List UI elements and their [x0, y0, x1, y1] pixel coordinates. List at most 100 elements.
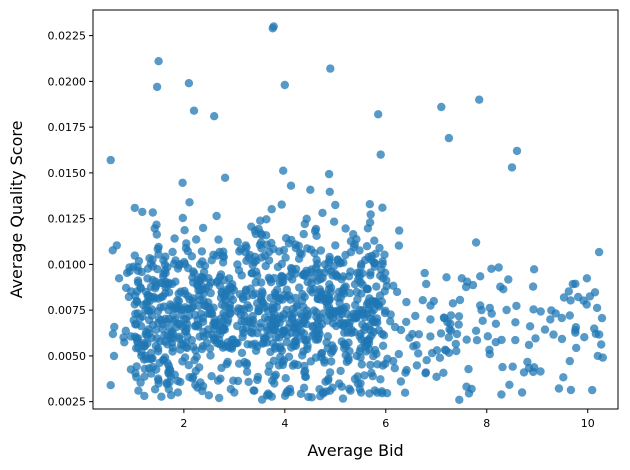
scatter-point — [282, 305, 291, 315]
scatter-point — [180, 315, 189, 324]
scatter-point — [254, 224, 263, 234]
scatter-point — [540, 325, 550, 334]
scatter-point — [375, 291, 385, 300]
scatter-point — [302, 266, 311, 275]
scatter-point — [276, 352, 285, 362]
scatter-point — [164, 288, 174, 297]
scatter-point — [418, 296, 427, 305]
scatter-point — [365, 200, 374, 209]
scatter-point — [264, 367, 273, 376]
scatter-point — [241, 248, 250, 257]
scatter-point — [327, 357, 336, 366]
scatter-point — [411, 311, 420, 321]
scatter-point — [295, 283, 304, 292]
scatter-point — [169, 317, 178, 326]
scatter-point — [140, 391, 149, 401]
scatter-point — [178, 213, 187, 223]
scatter-point — [163, 340, 172, 349]
scatter-point — [422, 279, 431, 289]
scatter-point — [593, 351, 602, 361]
y-tick-label: 0.0050 — [48, 350, 87, 363]
scatter-point — [140, 364, 149, 373]
scatter-point — [288, 312, 297, 321]
scatter-point — [485, 350, 494, 359]
scatter-point — [320, 268, 329, 277]
scatter-point — [121, 283, 131, 292]
scatter-point — [134, 386, 143, 395]
scatter-point — [571, 328, 580, 337]
scatter-point — [394, 349, 403, 359]
scatter-point — [291, 324, 300, 333]
scatter-point — [239, 305, 249, 314]
scatter-point — [184, 361, 193, 370]
scatter-point — [281, 374, 290, 383]
scatter-point — [421, 368, 431, 377]
scatter-point — [597, 340, 606, 349]
scatter-point — [223, 357, 232, 367]
scatter-point — [159, 355, 168, 365]
scatter-point — [317, 289, 326, 299]
scatter-point — [370, 236, 379, 245]
scatter-point — [242, 360, 251, 370]
scatter-point — [471, 326, 481, 335]
scatter-point — [150, 385, 160, 394]
scatter-point — [392, 287, 402, 297]
scatter-point — [566, 385, 576, 395]
scatter-point — [557, 313, 566, 323]
scatter-point — [279, 166, 288, 175]
scatter-point — [159, 272, 168, 281]
y-tick-label: 0.0075 — [48, 304, 87, 317]
scatter-point — [168, 247, 177, 257]
scatter-point — [378, 257, 387, 266]
scatter-point — [367, 368, 376, 378]
scatter-point — [504, 275, 513, 284]
scatter-point — [133, 334, 143, 343]
scatter-point — [378, 203, 387, 212]
scatter-point — [207, 308, 216, 318]
scatter-point — [220, 301, 229, 311]
scatter-point — [365, 218, 375, 227]
scatter-point — [299, 347, 308, 356]
scatter-point — [152, 230, 161, 239]
y-tick-label: 0.0200 — [48, 75, 87, 88]
scatter-point — [349, 230, 358, 239]
scatter-point — [326, 64, 335, 73]
scatter-point — [366, 255, 376, 264]
scatter-point — [559, 293, 569, 302]
scatter-point — [325, 280, 334, 289]
scatter-point — [356, 262, 366, 271]
scatter-point — [487, 264, 496, 273]
scatter-point — [137, 348, 146, 357]
scatter-point — [198, 223, 208, 233]
scatter-point — [174, 289, 183, 298]
scatter-point — [547, 306, 556, 315]
scatter-point — [442, 273, 451, 282]
scatter-point — [408, 329, 417, 339]
scatter-point — [318, 208, 327, 218]
scatter-point — [367, 296, 377, 306]
scatter-point — [597, 313, 607, 323]
scatter-point — [564, 287, 573, 296]
scatter-point — [253, 372, 263, 382]
scatter-point — [191, 346, 200, 355]
scatter-point — [284, 323, 293, 333]
scatter-point — [323, 344, 332, 353]
scatter-point — [264, 256, 274, 265]
scatter-point — [148, 255, 157, 264]
scatter-point — [158, 324, 167, 334]
scatter-point — [325, 252, 334, 262]
scatter-point — [192, 235, 201, 244]
scatter-point — [478, 316, 487, 325]
scatter-point — [536, 307, 545, 316]
scatter-point — [180, 259, 190, 269]
scatter-point — [390, 322, 400, 332]
scatter-point — [302, 335, 312, 345]
scatter-point — [321, 377, 330, 386]
scatter-point — [154, 57, 163, 66]
scatter-point — [317, 349, 326, 358]
scatter-point — [173, 388, 183, 397]
scatter-point — [233, 321, 242, 331]
scatter-point — [310, 249, 319, 258]
scatter-point — [133, 262, 142, 272]
scatter-point — [313, 276, 322, 285]
